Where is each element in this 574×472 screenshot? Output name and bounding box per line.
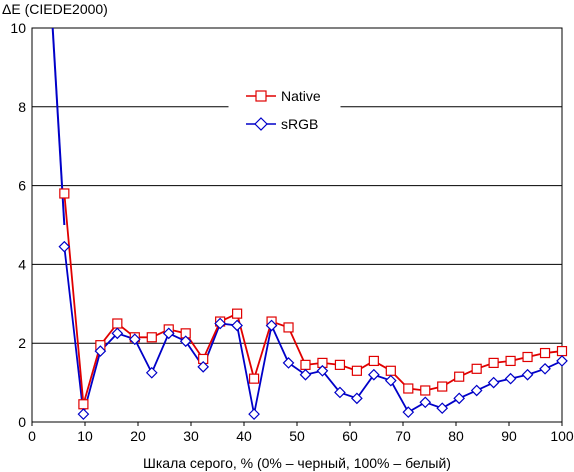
data-point-srgb: [453, 392, 466, 405]
data-point-srgb: [299, 368, 312, 381]
data-point-native: [437, 381, 448, 392]
data-point-native: [454, 371, 465, 382]
data-point-native: [505, 355, 516, 367]
legend-native-marker: [255, 90, 267, 102]
x-tick-label: 90: [501, 428, 517, 444]
data-point-srgb: [162, 327, 175, 340]
x-tick-label: 10: [77, 428, 93, 444]
data-point-native: [248, 373, 260, 384]
data-point-native: [488, 357, 499, 368]
x-tick-label: 30: [183, 428, 199, 444]
legend-srgb-marker: [254, 117, 268, 131]
x-tick-label: 40: [236, 428, 252, 444]
data-point-native: [334, 359, 346, 370]
data-point-srgb: [419, 396, 432, 409]
y-tick-label: 6: [18, 178, 26, 194]
data-point-srgb: [58, 240, 71, 253]
y-tick-label: 0: [18, 414, 26, 430]
data-point-srgb: [179, 335, 192, 348]
data-point-native: [283, 322, 294, 333]
data-point-srgb: [94, 345, 107, 357]
data-point-srgb: [556, 355, 568, 367]
data-point-native: [78, 399, 89, 410]
data-point-srgb: [368, 368, 380, 381]
data-point-srgb: [351, 392, 363, 405]
data-point-srgb: [231, 319, 243, 332]
data-point-srgb: [539, 362, 551, 375]
data-point-srgb: [436, 402, 449, 415]
legend-srgb-label: sRGB: [281, 116, 318, 132]
x-tick-label: 100: [550, 428, 574, 444]
data-point-srgb: [282, 357, 295, 369]
data-point-native: [59, 188, 70, 199]
data-point-native: [112, 318, 123, 329]
data-point-native: [368, 355, 379, 367]
data-point-srgb: [265, 319, 278, 332]
data-point-srgb: [384, 374, 397, 387]
x-tick-label: 50: [289, 428, 305, 444]
data-point-srgb: [470, 384, 483, 397]
x-tick-label: 60: [342, 428, 358, 444]
data-point-native: [351, 365, 362, 376]
data-point-native: [300, 359, 311, 370]
data-point-native: [420, 385, 431, 396]
x-axis-title: Шкала серого, % (0% – черный, 100% – бел…: [143, 455, 451, 471]
data-point-native: [539, 347, 551, 359]
legend-box: [228, 79, 341, 139]
data-point-srgb: [334, 386, 346, 399]
data-point-native: [556, 345, 568, 357]
series-layer: [51, 28, 568, 420]
data-point-srgb: [214, 317, 226, 330]
y-axis-title: ΔE (CIEDE2000): [2, 1, 108, 17]
x-tick-label: 80: [448, 428, 464, 444]
y-tick-label: 2: [18, 335, 26, 351]
data-point-srgb: [197, 360, 210, 373]
data-point-native: [522, 351, 533, 363]
data-point-srgb: [248, 408, 260, 420]
x-tick-label: 20: [130, 428, 146, 444]
y-tick-label: 10: [10, 20, 26, 36]
data-point-srgb: [145, 366, 158, 379]
x-tick-label: 0: [28, 428, 36, 444]
data-point-srgb: [316, 364, 329, 377]
data-point-native: [146, 332, 157, 343]
data-point-native: [403, 383, 414, 394]
data-point-srgb: [487, 376, 500, 389]
data-point-srgb: [77, 408, 90, 420]
data-point-native: [385, 365, 396, 376]
y-tick-label: 8: [18, 99, 26, 115]
data-point-srgb: [402, 406, 415, 418]
data-point-native: [471, 363, 482, 374]
data-point-srgb: [521, 368, 534, 381]
y-tick-label: 4: [18, 256, 26, 272]
x-tick-label: 70: [395, 428, 411, 444]
legend-native-label: Native: [281, 88, 321, 104]
data-point-srgb: [128, 333, 141, 346]
data-point-srgb: [504, 372, 517, 385]
data-point-srgb: [111, 327, 124, 340]
data-point-native: [232, 308, 243, 319]
legend: Native sRGB: [228, 79, 341, 139]
